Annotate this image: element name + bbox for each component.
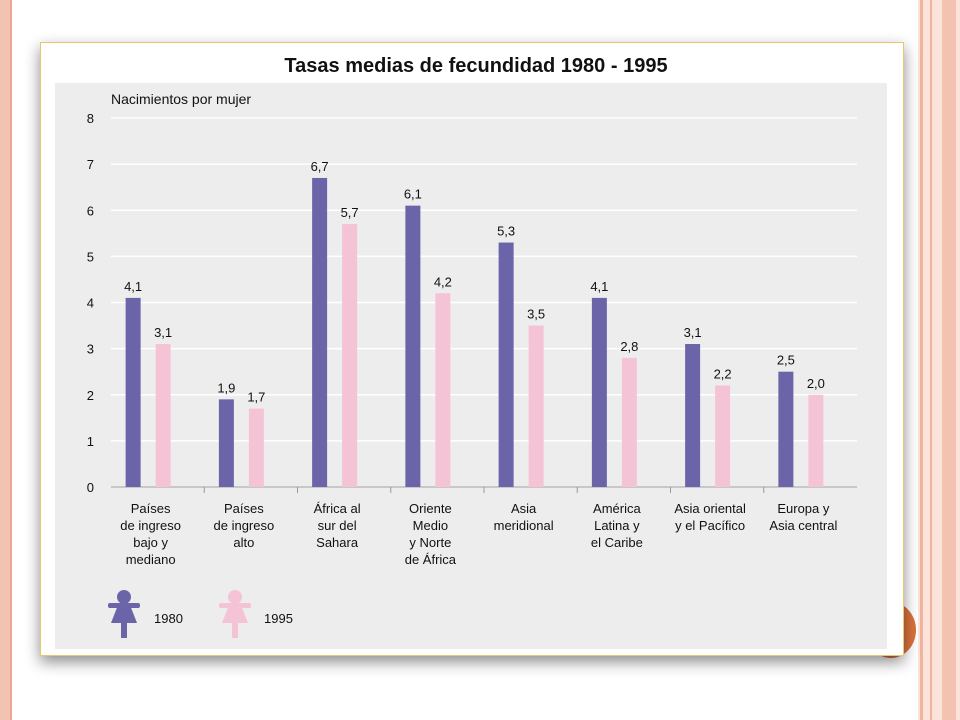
data-label-1995: 2,2 [714, 367, 732, 382]
y-tick-label: 5 [87, 249, 94, 264]
x-category-line: Asia oriental [674, 501, 746, 516]
x-category-label: Asia meridional [494, 501, 554, 533]
x-category-line: alto [233, 535, 254, 550]
x-category-line: meridional [494, 518, 554, 533]
x-category-label: Oriente Medio y Norte de África [405, 501, 457, 567]
x-category-line: Países [131, 501, 171, 516]
y-tick-label: 0 [87, 480, 94, 495]
x-category-line: África al [314, 501, 361, 516]
x-category-line: de ingreso [214, 518, 275, 533]
data-label-1980: 3,1 [684, 325, 702, 340]
plot-background [55, 83, 887, 649]
x-category-line: Países [224, 501, 264, 516]
figure-head [117, 590, 131, 604]
y-axis-label: Nacimientos por mujer [111, 91, 251, 107]
female-figure-icon [108, 590, 140, 638]
x-category-line: Asia [511, 501, 537, 516]
y-tick-label: 7 [87, 157, 94, 172]
figure-leg [232, 623, 238, 638]
figure-dress [222, 605, 248, 623]
data-label-1995: 4,2 [434, 274, 452, 289]
x-category-label: Países de ingreso bajo y mediano [120, 501, 181, 567]
bar-1995-0 [155, 344, 171, 487]
data-label-1995: 3,1 [154, 325, 172, 340]
data-label-1980: 4,1 [124, 279, 142, 294]
x-category-line: Europa y [777, 501, 830, 516]
data-label-1995: 2,0 [807, 376, 825, 391]
x-category-line: de África [405, 552, 457, 567]
x-category-line: Sahara [316, 535, 359, 550]
data-label-1980: 6,7 [311, 159, 329, 174]
bar-1980-3 [405, 205, 421, 487]
data-label-1980: 2,5 [777, 353, 795, 368]
bar-1995-7 [808, 394, 824, 487]
bar-1980-2 [312, 177, 328, 487]
data-label-1995: 1,7 [247, 390, 265, 405]
chart-title: Tasas medias de fecundidad 1980 - 1995 [284, 55, 667, 77]
x-category-label: Asia oriental y el Pacífico [674, 501, 746, 533]
bar-1995-1 [248, 408, 264, 487]
y-tick-label: 3 [87, 342, 94, 357]
data-label-1980: 4,1 [590, 279, 608, 294]
bar-chart: Tasas medias de fecundidad 1980 - 1995 N… [87, 55, 857, 638]
y-tick-label: 8 [87, 111, 94, 126]
legend-label-1980: 1980 [154, 611, 183, 626]
slide-right-stripes [918, 0, 960, 720]
data-label-1995: 5,7 [341, 205, 359, 220]
x-category-label: Europa y Asia central [769, 501, 837, 533]
bar-1995-4 [528, 325, 544, 487]
figure-head [228, 590, 242, 604]
x-category-line: sur del [318, 518, 357, 533]
bar-1995-2 [342, 224, 358, 487]
figure-leg [121, 623, 127, 638]
y-tick-label: 2 [87, 388, 94, 403]
x-category-label: América Latina y el Caribe [591, 501, 643, 550]
x-category-line: Asia central [769, 518, 837, 533]
x-category-line: Oriente [409, 501, 452, 516]
x-category-line: y el Pacífico [675, 518, 745, 533]
x-category-line: Latina y [594, 518, 640, 533]
bar-1995-6 [715, 385, 731, 487]
slide-left-border [0, 0, 12, 720]
legend-label-1995: 1995 [264, 611, 293, 626]
x-category-line: mediano [126, 552, 176, 567]
x-category-line: Medio [413, 518, 448, 533]
x-category-label: África al sur del Sahara [314, 501, 361, 550]
x-category-line: bajo y [133, 535, 168, 550]
x-category-line: y Norte [409, 535, 451, 550]
female-figure-icon [219, 590, 251, 638]
bar-1980-6 [685, 344, 701, 487]
bar-1980-1 [218, 399, 234, 487]
chart-panel: Tasas medias de fecundidad 1980 - 1995 N… [40, 42, 904, 656]
bar-1995-5 [621, 357, 637, 487]
data-label-1980: 6,1 [404, 187, 422, 202]
bar-1980-7 [778, 371, 794, 487]
bar-1995-3 [435, 293, 451, 487]
data-label-1980: 5,3 [497, 224, 515, 239]
y-tick-label: 1 [87, 434, 94, 449]
bar-1980-4 [498, 242, 514, 487]
data-label-1980: 1,9 [217, 380, 235, 395]
bar-1980-5 [591, 297, 607, 487]
x-category-line: de ingreso [120, 518, 181, 533]
figure-dress [111, 605, 137, 623]
x-category-line: el Caribe [591, 535, 643, 550]
x-category-label: Países de ingreso alto [214, 501, 275, 550]
y-tick-label: 4 [87, 296, 94, 311]
x-category-line: América [593, 501, 641, 516]
y-tick-label: 6 [87, 203, 94, 218]
bar-1980-0 [125, 297, 141, 487]
data-label-1995: 2,8 [620, 339, 638, 354]
data-label-1995: 3,5 [527, 307, 545, 322]
